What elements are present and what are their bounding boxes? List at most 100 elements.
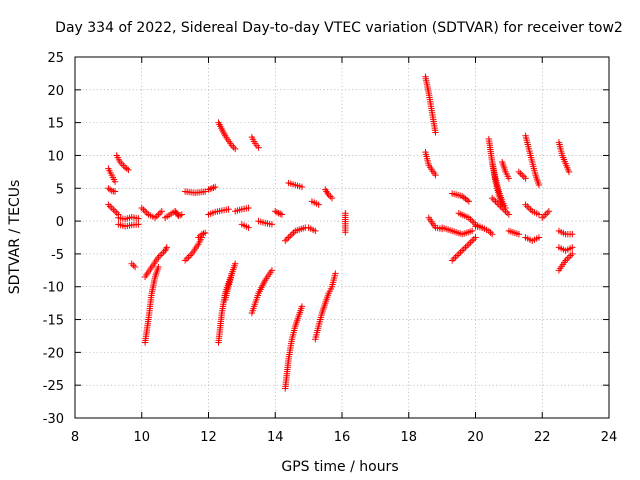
data-point	[520, 173, 528, 180]
x-axis-ticks: 8 10 12 14 16 18 20 22 24	[71, 57, 617, 445]
data-point	[113, 209, 120, 217]
series-arc-25	[255, 217, 276, 228]
series-arc-24	[248, 267, 276, 317]
data-point	[515, 168, 523, 176]
x-tick-label: 18	[400, 430, 417, 445]
x-tick-label: 22	[534, 430, 551, 445]
data-point	[156, 209, 164, 217]
series-arc-10	[141, 244, 170, 281]
data-point	[268, 267, 276, 274]
series-arc-52	[539, 208, 553, 222]
series-arc-30	[305, 224, 319, 235]
series-arc-16	[205, 183, 219, 193]
series-arc-49	[515, 168, 529, 182]
series-arc-39	[448, 234, 479, 264]
data-point	[315, 201, 322, 208]
y-axis-ticks: 25 20 15 10 5 0 -5 -10 -15 -20 -25 -30	[43, 51, 609, 427]
data-point	[141, 208, 149, 215]
series-arc-53	[555, 139, 573, 176]
data-point	[156, 252, 164, 259]
series-arc-06	[115, 213, 142, 223]
data-point	[138, 204, 145, 212]
data-point	[298, 183, 306, 191]
data-point	[208, 185, 216, 192]
series-arc-09	[141, 263, 162, 346]
y-tick-label: 25	[47, 51, 64, 66]
data-point	[502, 208, 509, 215]
data-point	[255, 144, 262, 151]
series-arc-55	[555, 244, 576, 254]
data-point	[567, 252, 574, 259]
data-point	[201, 229, 209, 237]
data-point	[465, 240, 473, 248]
data-point	[153, 212, 160, 220]
y-tick-label: -5	[51, 248, 64, 263]
data-point	[542, 211, 549, 218]
data-point	[535, 211, 543, 218]
x-tick-label: 10	[133, 430, 150, 445]
chart-title: Day 334 of 2022, Sidereal Day-to-day VTE…	[55, 20, 623, 36]
data-point	[525, 204, 533, 212]
data-point	[540, 212, 548, 220]
series-arc-02	[105, 185, 119, 195]
series-arc-47	[505, 227, 523, 238]
data-point	[135, 221, 142, 228]
data-point	[468, 237, 476, 244]
series-arc-33	[308, 198, 322, 208]
data-point	[505, 211, 513, 218]
data-point	[452, 253, 459, 261]
data-point	[500, 206, 508, 213]
data-point	[569, 250, 576, 258]
y-tick-label: 20	[47, 84, 64, 99]
x-tick-label: 20	[467, 430, 484, 445]
data-point	[544, 209, 551, 217]
data-point	[230, 144, 237, 151]
data-point	[490, 196, 498, 203]
data-point	[432, 171, 439, 179]
y-tick-label: -15	[43, 314, 64, 329]
series-arc-29	[285, 179, 306, 191]
data-point	[462, 244, 469, 251]
series-arc-38	[438, 224, 476, 238]
data-point	[470, 235, 478, 243]
data-point	[457, 249, 464, 256]
series-arc-51	[522, 234, 543, 244]
y-axis-label: SDTVAR / TECUs	[7, 180, 23, 295]
series-arc-14	[181, 234, 206, 264]
series-arc-05	[115, 221, 142, 230]
data-point	[232, 145, 239, 153]
x-tick-label: 12	[200, 430, 217, 445]
data-point	[155, 263, 162, 271]
series-arc-50	[522, 201, 543, 218]
data-point	[140, 206, 147, 213]
series-arc-56	[555, 250, 576, 274]
data-point	[158, 250, 165, 258]
series-arc-17	[205, 206, 232, 218]
data-point	[468, 227, 476, 235]
y-tick-label: 5	[56, 182, 64, 197]
data-point	[225, 206, 232, 213]
data-point	[312, 227, 319, 235]
series-arc-45	[499, 158, 513, 182]
data-point	[110, 206, 117, 213]
data-point	[535, 234, 543, 241]
data-point	[463, 242, 471, 249]
y-tick-label: 15	[47, 117, 64, 132]
y-tick-label: 0	[56, 215, 64, 230]
data-point	[178, 211, 185, 218]
x-tick-label: 8	[71, 430, 79, 445]
data-point	[111, 208, 119, 215]
series-arc-21	[232, 204, 252, 215]
data-point	[564, 255, 571, 263]
data-point	[128, 260, 135, 267]
series-arc-40	[448, 190, 473, 205]
data-point	[283, 235, 291, 243]
data-point	[125, 166, 132, 174]
data-point	[467, 239, 474, 246]
data-point	[268, 221, 276, 228]
series-arc-04	[105, 201, 122, 218]
data-point	[569, 244, 576, 251]
data-point	[245, 224, 252, 231]
data-point	[524, 203, 531, 210]
x-tick-label: 14	[267, 430, 284, 445]
